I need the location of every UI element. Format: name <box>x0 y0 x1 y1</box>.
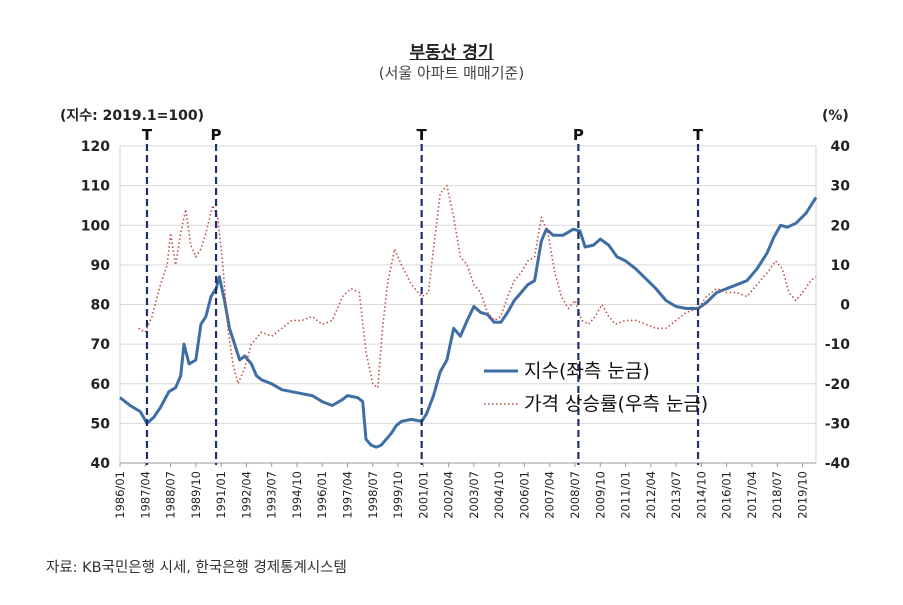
x-tick-label: 2002/04 <box>442 471 456 519</box>
left-tick-label: 50 <box>91 416 111 432</box>
right-tick-label: 40 <box>831 139 851 155</box>
x-tick-label: 2004/10 <box>492 471 506 519</box>
x-tick-label: 1992/04 <box>239 471 253 519</box>
x-tick-label: 2008/07 <box>568 471 582 519</box>
source-note: 자료: KB국민은행 시세, 한국은행 경제통계시스템 <box>46 560 347 576</box>
x-tick-label: 1993/07 <box>265 471 279 519</box>
right-tick-label: -10 <box>825 337 851 353</box>
left-tick-label: 80 <box>91 298 111 314</box>
x-tick-label: 2014/10 <box>694 471 708 519</box>
legend-label-index: 지수(좌측 눈금) <box>524 360 650 382</box>
right-tick-label: -20 <box>825 377 851 393</box>
right-tick-label: -40 <box>825 456 851 472</box>
chart-subtitle: (서울 아파트 매매기준) <box>378 64 525 82</box>
growth-rate-series-line <box>138 184 817 389</box>
right-tick-label: 0 <box>840 298 850 314</box>
x-tick-label: 1999/10 <box>391 471 405 519</box>
right-tick-label: 30 <box>831 179 851 195</box>
x-tick-label: 1996/01 <box>315 471 329 519</box>
cycle-marker-label: T <box>142 126 153 144</box>
right-tick-label: 20 <box>831 218 851 234</box>
x-tick-label: 2011/01 <box>619 471 633 519</box>
x-tick-label: 2003/07 <box>467 471 481 519</box>
x-tick-label: 2009/10 <box>593 471 607 519</box>
x-tick-label: 2001/01 <box>416 471 430 519</box>
left-tick-label: 100 <box>81 218 110 234</box>
x-tick-label: 1997/04 <box>341 471 355 519</box>
right-tick-label: 10 <box>831 258 851 274</box>
x-tick-label: 1998/07 <box>366 471 380 519</box>
x-tick-label: 2013/07 <box>669 471 683 519</box>
cycle-marker-label: T <box>693 126 704 144</box>
left-tick-label: 70 <box>91 337 111 353</box>
cycle-marker-label: P <box>573 126 584 144</box>
x-tick-label: 1986/01 <box>113 471 127 519</box>
x-tick-label: 1987/04 <box>138 471 152 519</box>
left-tick-label: 40 <box>91 456 111 472</box>
left-axis-label: (지수: 2019.1=100) <box>60 108 204 124</box>
x-tick-label: 2007/04 <box>543 471 557 519</box>
x-tick-label: 2018/07 <box>770 471 784 519</box>
x-tick-label: 1989/10 <box>189 471 203 519</box>
index-series-line <box>119 196 818 449</box>
x-tick-label: 1988/07 <box>164 471 178 519</box>
left-tick-label: 120 <box>81 139 110 155</box>
x-tick-label: 2012/04 <box>644 471 658 519</box>
x-tick-label: 2016/01 <box>720 471 734 519</box>
x-tick-label: 1994/10 <box>290 471 304 519</box>
x-tick-label: 1991/01 <box>214 471 228 519</box>
right-tick-label: -30 <box>825 416 851 432</box>
chart-title: 부동산 경기 <box>409 43 494 63</box>
legend-label-growth-rate: 가격 상승률(우측 눈금) <box>524 393 708 415</box>
x-tick-label: 2019/10 <box>796 471 810 519</box>
x-tick-label: 2006/01 <box>517 471 531 519</box>
cycle-marker-label: P <box>211 126 222 144</box>
x-tick-label: 2017/04 <box>745 471 759 519</box>
cycle-marker-label: T <box>417 126 428 144</box>
left-tick-label: 110 <box>81 179 110 195</box>
right-axis-label: (%) <box>822 108 849 124</box>
left-tick-label: 60 <box>91 377 111 393</box>
left-tick-label: 90 <box>91 258 111 274</box>
